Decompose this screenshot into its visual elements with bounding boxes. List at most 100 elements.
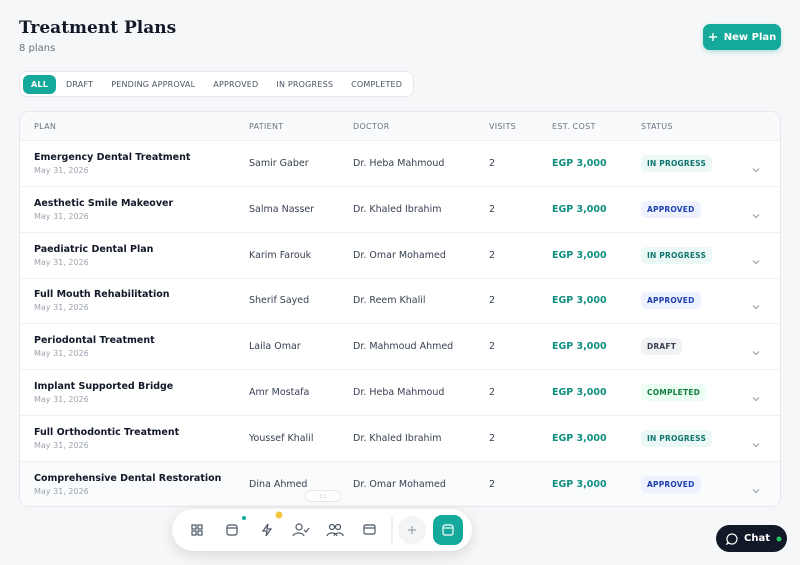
filter-tab[interactable]: PENDING APPROVAL — [111, 79, 196, 89]
table-row[interactable]: Full Orthodontic Treatment May 31, 2026 Yo… — [20, 416, 780, 462]
plan-date: May 31, 2026 — [34, 257, 89, 267]
status-badge: COMPLETED — [641, 384, 707, 401]
plan-date: May 31, 2026 — [34, 395, 89, 404]
dock-handle[interactable]: ::: — [305, 490, 341, 502]
plan-name: Implant Supported Bridge — [34, 381, 174, 392]
doctor-name: Dr. Reem Khalil — [353, 295, 426, 307]
visit-count: 2 — [489, 387, 496, 398]
patient-name: Salma Nasser — [249, 203, 315, 215]
doctor-name: Dr. Khaled Ibrahim — [353, 203, 442, 215]
plans-table: PLAN PATIENT DOCTOR VISITS EST. COST STATUS E… — [19, 111, 781, 507]
patient-name: Karim Farouk — [249, 249, 312, 261]
doctor-name: Dr. Heba Mahmoud — [353, 158, 445, 169]
status-badge: APPROVED — [641, 200, 701, 218]
patient-name: Laila Omar — [249, 341, 301, 353]
doctor-name: Dr. Khaled Ibrahim — [353, 432, 442, 444]
estimated-cost: EGP 3,000 — [552, 341, 607, 353]
patient-name: Dina Ahmed — [249, 478, 308, 490]
plan-name: Full Orthodontic Treatment — [34, 426, 180, 438]
column-header: PLAN — [34, 122, 57, 131]
chevron-icon — [752, 168, 760, 173]
chat-label: Chat — [744, 533, 770, 544]
visit-count: 2 — [489, 249, 496, 261]
filter-tab[interactable]: DRAFT — [66, 79, 94, 89]
plan-name: Periodontal Treatment — [34, 335, 155, 347]
status-badge: DRAFT — [641, 338, 683, 356]
plan-date: May 31, 2026 — [34, 166, 89, 175]
plan-name: Emergency Dental Treatment — [34, 152, 191, 163]
table-row[interactable]: Comprehensive Dental Restoration May 31, … — [20, 461, 780, 506]
column-header: EST. COST — [552, 122, 596, 131]
dock-icons — [191, 511, 463, 545]
visit-count: 2 — [489, 295, 496, 307]
plan-name: Comprehensive Dental Restoration — [34, 472, 222, 484]
table-row[interactable]: Emergency Dental Treatment May 31, 2026 Sa… — [20, 141, 780, 187]
expand-chevron[interactable] — [752, 205, 760, 224]
expand-chevron[interactable] — [752, 159, 760, 178]
doctor-name: Dr. Omar Mohamed — [353, 478, 446, 490]
visit-count: 2 — [489, 341, 496, 353]
chat-button[interactable]: Chat — [716, 525, 787, 552]
plan-name: Full Mouth Rehabilitation — [34, 289, 170, 301]
doctor-name: Dr. Mahmoud Ahmed — [353, 341, 454, 353]
online-dot — [776, 536, 782, 541]
button-label: New Plan — [723, 31, 777, 43]
filter-tab[interactable]: COMPLETED — [351, 79, 403, 89]
doctor-name: Dr. Heba Mahmoud — [353, 387, 445, 398]
status-badge: IN PROGRESS — [641, 429, 713, 447]
expand-chevron[interactable] — [752, 388, 760, 407]
plan-date: May 31, 2026 — [34, 211, 89, 221]
estimated-cost: EGP 3,000 — [552, 432, 607, 444]
table-row[interactable]: Paediatric Dental Plan May 31, 2026 Karim … — [20, 233, 780, 279]
expand-chevron[interactable] — [752, 296, 760, 315]
page-title: Treatment Plans — [19, 18, 177, 38]
status-badge: IN PROGRESS — [641, 155, 713, 172]
table-header: PLAN PATIENT DOCTOR VISITS EST. COST STATUS — [20, 112, 780, 141]
plan-count: 8 plans — [19, 43, 56, 54]
expand-chevron[interactable] — [752, 342, 760, 361]
visit-count: 2 — [489, 432, 496, 444]
status-badge: IN PROGRESS — [641, 246, 713, 264]
chevron-icon — [752, 305, 760, 310]
filter-tab[interactable]: APPROVED — [213, 79, 259, 89]
chat-icon — [726, 532, 738, 545]
status-badge: APPROVED — [641, 292, 701, 310]
table-row[interactable]: Implant Supported Bridge May 31, 2026 Amr … — [20, 370, 780, 416]
table-row[interactable]: Periodontal Treatment May 31, 2026 Laila O… — [20, 324, 780, 371]
expand-chevron[interactable] — [752, 251, 760, 270]
estimated-cost: EGP 3,000 — [552, 249, 607, 261]
chevron-icon — [752, 213, 760, 219]
filter-tab[interactable]: IN PROGRESS — [276, 79, 334, 89]
plan-date: May 31, 2026 — [34, 303, 89, 313]
chevron-icon — [752, 259, 760, 264]
estimated-cost: EGP 3,000 — [552, 158, 607, 169]
expand-chevron[interactable] — [752, 434, 760, 453]
column-header: STATUS — [641, 122, 673, 131]
chevron-icon — [752, 397, 760, 402]
plan-name: Paediatric Dental Plan — [34, 243, 154, 255]
table-row[interactable]: Full Mouth Rehabilitation May 31, 2026 She… — [20, 278, 780, 325]
visit-count: 2 — [489, 203, 496, 215]
plan-date: May 31, 2026 — [34, 486, 89, 496]
plan-name: Aesthetic Smile Makeover — [34, 197, 174, 209]
estimated-cost: EGP 3,000 — [552, 295, 607, 307]
expand-chevron[interactable] — [752, 480, 760, 499]
plus-icon — [708, 33, 717, 41]
plan-date: May 31, 2026 — [34, 349, 89, 359]
chevron-icon — [752, 442, 760, 448]
plan-date: May 31, 2026 — [34, 440, 89, 450]
table-row[interactable]: Aesthetic Smile Makeover May 31, 2026 Salm… — [20, 187, 780, 233]
visit-count: 2 — [489, 478, 496, 490]
dock — [172, 509, 472, 551]
filter-tab[interactable]: ALL — [23, 74, 56, 94]
column-header: PATIENT — [249, 122, 284, 131]
chevron-icon — [752, 488, 760, 493]
chevron-icon — [752, 351, 760, 356]
column-header: VISITS — [489, 122, 517, 131]
status-badge: APPROVED — [641, 475, 701, 493]
estimated-cost: EGP 3,000 — [552, 387, 607, 398]
new-plan-button[interactable]: New Plan — [703, 24, 781, 50]
patient-name: Sherif Sayed — [249, 295, 310, 307]
column-header: DOCTOR — [353, 122, 390, 131]
filter-tabs: ALL DRAFT PENDING APPROVAL APPROVED IN PROGR… — [19, 71, 415, 97]
